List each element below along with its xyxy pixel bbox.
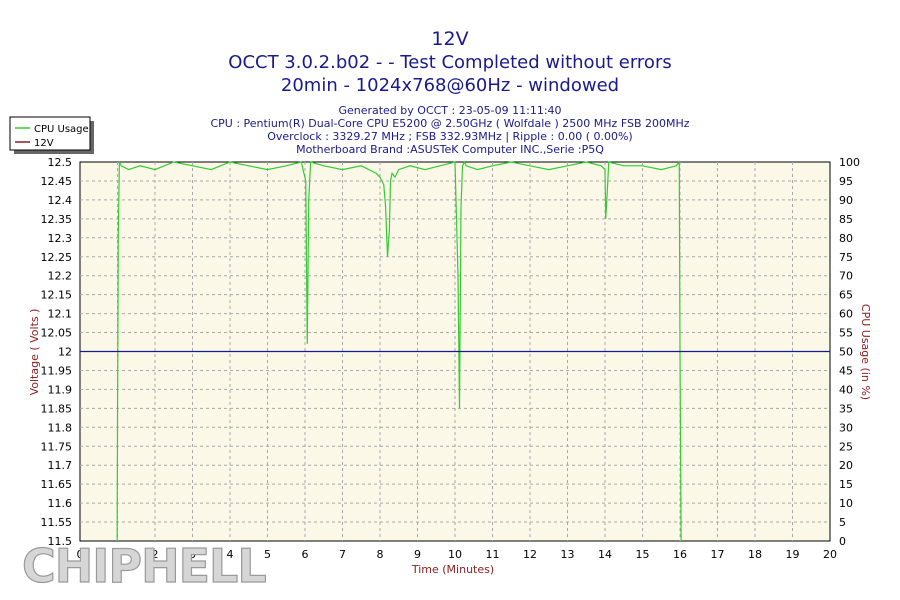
y-tick-label: 11.7 bbox=[48, 459, 73, 472]
y-tick-label: 12.45 bbox=[41, 175, 73, 188]
x-tick-label: 1 bbox=[114, 548, 121, 561]
y-tick-label: 11.6 bbox=[48, 497, 73, 510]
info-motherboard: Motherboard Brand :ASUSTeK Computer INC.… bbox=[296, 143, 604, 156]
info-cpu: CPU : Pentium(R) Dual-Core CPU E5200 @ 2… bbox=[210, 117, 689, 130]
y-tick-label: 12.1 bbox=[48, 308, 73, 321]
y-tick-label: 11.85 bbox=[41, 402, 73, 415]
y2-tick-label: 10 bbox=[839, 497, 853, 510]
y2-tick-label: 70 bbox=[839, 270, 853, 283]
chiphell-watermark: CHIPHELL bbox=[22, 539, 266, 593]
y-tick-label: 11.75 bbox=[41, 440, 73, 453]
y2-tick-label: 85 bbox=[839, 213, 853, 226]
x-tick-label: 17 bbox=[711, 548, 725, 561]
y2-tick-label: 100 bbox=[839, 156, 860, 169]
y-tick-label: 11.55 bbox=[41, 516, 73, 529]
tick-labels: 0 1 2 3 4 5 6 7 8 9 10 11 12 13 14 15 16 17 18 19 2011.511.5… bbox=[41, 156, 861, 561]
x-axis-title: Time (Minutes) bbox=[411, 563, 494, 576]
y2-tick-label: 55 bbox=[839, 327, 853, 340]
x-tick-label: 8 bbox=[377, 548, 384, 561]
x-tick-label: 20 bbox=[823, 548, 837, 561]
y2-tick-label: 20 bbox=[839, 459, 853, 472]
y-tick-label: 12.2 bbox=[48, 270, 73, 283]
x-tick-label: 7 bbox=[339, 548, 346, 561]
y2-tick-label: 95 bbox=[839, 175, 853, 188]
x-tick-label: 12 bbox=[523, 548, 537, 561]
y2-tick-label: 65 bbox=[839, 289, 853, 302]
x-tick-label: 16 bbox=[673, 548, 687, 561]
y2-tick-label: 45 bbox=[839, 364, 853, 377]
info-overclock: Overclock : 3329.27 MHz ; FSB 332.93MHz … bbox=[267, 130, 632, 143]
x-tick-label: 10 bbox=[448, 548, 462, 561]
legend-label-cpu-usage: CPU Usage bbox=[34, 124, 89, 135]
y-tick-label: 11.8 bbox=[48, 421, 73, 434]
y-tick-label: 12.3 bbox=[48, 232, 73, 245]
x-tick-label: 4 bbox=[227, 548, 234, 561]
x-tick-label: 13 bbox=[561, 548, 575, 561]
y2-tick-label: 60 bbox=[839, 308, 853, 321]
x-tick-label: 18 bbox=[748, 548, 762, 561]
y2-tick-label: 75 bbox=[839, 251, 853, 264]
y-tick-label: 12.15 bbox=[41, 289, 73, 302]
series-layer bbox=[80, 160, 830, 542]
y2-tick-label: 35 bbox=[839, 402, 853, 415]
y-axis-title: Voltage ( Volts ) bbox=[28, 309, 41, 396]
x-tick-label: 15 bbox=[636, 548, 650, 561]
y2-tick-label: 15 bbox=[839, 478, 853, 491]
x-tick-label: 11 bbox=[486, 548, 500, 561]
y-tick-label: 12.35 bbox=[41, 213, 73, 226]
y-tick-label: 11.5 bbox=[48, 535, 73, 548]
y2-tick-label: 0 bbox=[839, 535, 846, 548]
chart-title: 12V bbox=[431, 28, 468, 50]
legend-label-12v: 12V bbox=[34, 138, 54, 149]
x-tick-label: 5 bbox=[264, 548, 271, 561]
y2-tick-label: 80 bbox=[839, 232, 853, 245]
x-tick-label: 9 bbox=[414, 548, 421, 561]
y2-tick-label: 5 bbox=[839, 516, 846, 529]
y-tick-label: 11.65 bbox=[41, 478, 73, 491]
y-tick-label: 12.25 bbox=[41, 251, 73, 264]
x-tick-label: 14 bbox=[598, 548, 612, 561]
x-tick-label: 2 bbox=[152, 548, 159, 561]
x-tick-label: 6 bbox=[302, 548, 309, 561]
y2-tick-label: 90 bbox=[839, 194, 853, 207]
y2-axis-title: CPU Usage (in %) bbox=[859, 304, 872, 400]
series-line-cpu-usage bbox=[116, 160, 682, 542]
y2-tick-label: 40 bbox=[839, 383, 853, 396]
legend-box bbox=[9, 116, 91, 151]
x-tick-label: 19 bbox=[786, 548, 800, 561]
y2-tick-label: 50 bbox=[839, 346, 853, 359]
y-tick-label: 12.05 bbox=[41, 327, 73, 340]
x-tick-label: 3 bbox=[189, 548, 196, 561]
y2-tick-label: 25 bbox=[839, 440, 853, 453]
y-tick-label: 11.9 bbox=[48, 383, 73, 396]
chart-subtitle-line-2: 20min - 1024x768@60Hz - windowed bbox=[281, 75, 619, 96]
y-tick-label: 12.4 bbox=[48, 194, 73, 207]
info-generated: Generated by OCCT : 23-05-09 11:11:40 bbox=[338, 104, 561, 117]
chart-subtitle-line-1: OCCT 3.0.2.b02 - - Test Completed withou… bbox=[228, 52, 671, 73]
y-tick-label: 12 bbox=[58, 346, 72, 359]
y-tick-label: 12.5 bbox=[48, 156, 73, 169]
legend: CPU Usage 12V bbox=[9, 116, 94, 154]
y2-tick-label: 30 bbox=[839, 421, 853, 434]
x-tick-label: 0 bbox=[77, 548, 84, 561]
y-tick-label: 11.95 bbox=[41, 364, 73, 377]
